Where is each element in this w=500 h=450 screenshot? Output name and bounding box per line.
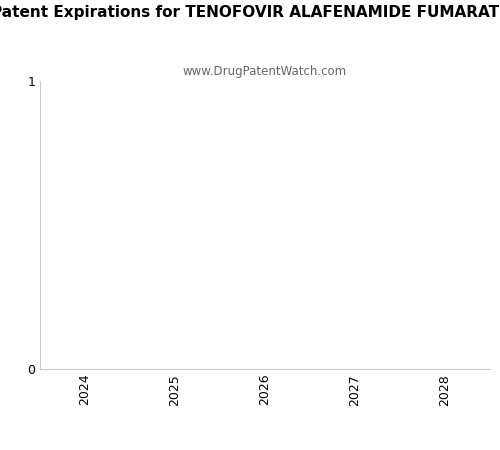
Title: www.DrugPatentWatch.com: www.DrugPatentWatch.com bbox=[183, 65, 347, 78]
Text: Patent Expirations for TENOFOVIR ALAFENAMIDE FUMARATE: Patent Expirations for TENOFOVIR ALAFENA… bbox=[0, 4, 500, 19]
